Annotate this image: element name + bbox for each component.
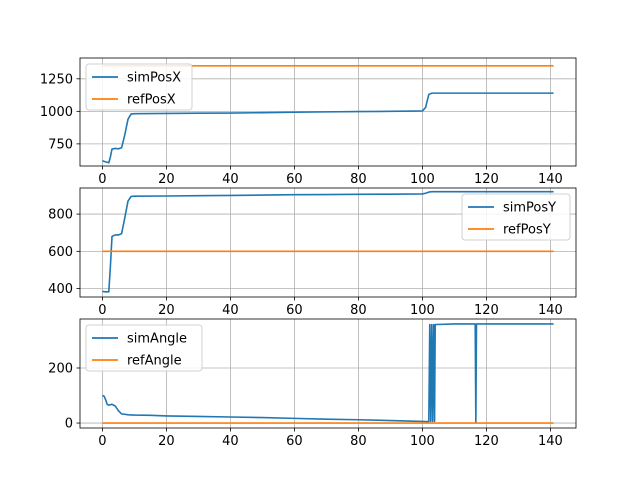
x-tick-label: 100 bbox=[410, 303, 435, 318]
x-tick-label: 0 bbox=[98, 303, 106, 318]
legend-label-refAngle: refAngle bbox=[127, 354, 182, 369]
legend-label-simPosX: simPosX bbox=[127, 71, 181, 86]
x-tick-label: 20 bbox=[158, 434, 175, 449]
y-tick-label: 800 bbox=[48, 208, 73, 223]
x-tick-label: 120 bbox=[474, 303, 499, 318]
x-tick-label: 140 bbox=[538, 172, 563, 187]
series-line-simPosX bbox=[102, 92, 554, 164]
x-tick-label: 80 bbox=[350, 434, 367, 449]
x-tick-label: 100 bbox=[410, 434, 435, 449]
x-tick-label: 20 bbox=[158, 303, 175, 318]
y-tick-label: 200 bbox=[48, 361, 73, 376]
subplot-2: 0 20 40 60 80 100 120 140 400 600 800 simPosY refPos… bbox=[48, 187, 577, 318]
x-tick-label: 40 bbox=[222, 172, 239, 187]
x-tick-label: 40 bbox=[222, 303, 239, 318]
x-tick-label: 60 bbox=[286, 303, 303, 318]
x-tick-label: 140 bbox=[538, 303, 563, 318]
x-tick-label: 140 bbox=[538, 434, 563, 449]
series-line-simPosY bbox=[102, 190, 554, 293]
legend-label-simPosY: simPosY bbox=[503, 201, 556, 216]
y-tick-label: 750 bbox=[48, 137, 73, 152]
x-tick-label: 0 bbox=[98, 172, 106, 187]
subplot-3: 0 20 40 60 80 100 120 140 0 200 simAngle refAngle bbox=[48, 318, 577, 449]
x-tick-label: 120 bbox=[474, 172, 499, 187]
y-tick-label: 0 bbox=[65, 417, 73, 432]
subplot-1: 0 20 40 60 80 100 120 140 750 1000 1250 simPosX refP… bbox=[40, 57, 577, 187]
legend: simPosY refPosY bbox=[461, 193, 571, 241]
series-line-simAngle bbox=[102, 323, 554, 424]
x-tick-label: 120 bbox=[474, 434, 499, 449]
axes-frame bbox=[79, 187, 577, 298]
x-tick-label: 80 bbox=[350, 172, 367, 187]
axes-frame bbox=[79, 318, 577, 429]
legend-label-refPosX: refPosX bbox=[127, 93, 176, 108]
y-tick-label: 400 bbox=[48, 282, 73, 297]
x-tick-label: 100 bbox=[410, 172, 435, 187]
legend: simAngle refAngle bbox=[85, 324, 203, 372]
x-tick-label: 40 bbox=[222, 434, 239, 449]
y-tick-label: 1250 bbox=[40, 72, 73, 87]
x-tick-label: 0 bbox=[98, 434, 106, 449]
legend: simPosX refPosX bbox=[85, 63, 193, 111]
x-tick-label: 60 bbox=[286, 434, 303, 449]
axes-frame bbox=[79, 57, 577, 167]
x-tick-label: 60 bbox=[286, 172, 303, 187]
legend-label-refPosY: refPosY bbox=[503, 223, 551, 238]
y-tick-label: 1000 bbox=[40, 105, 73, 120]
y-tick-label: 600 bbox=[48, 245, 73, 260]
legend-label-simAngle: simAngle bbox=[127, 332, 187, 347]
x-tick-label: 80 bbox=[350, 303, 367, 318]
x-tick-label: 20 bbox=[158, 172, 175, 187]
